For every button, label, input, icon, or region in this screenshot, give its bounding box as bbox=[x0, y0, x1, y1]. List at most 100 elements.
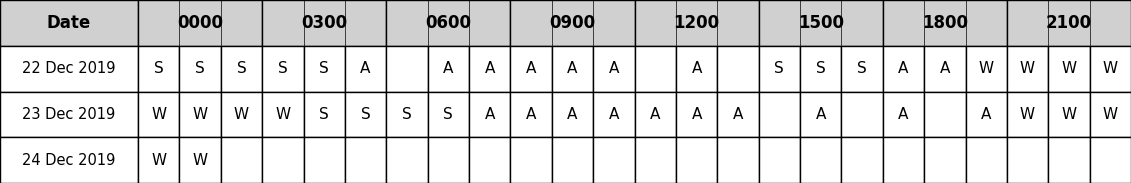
Bar bbox=[1048, 137, 1089, 183]
Bar bbox=[883, 0, 1007, 46]
Text: A: A bbox=[526, 107, 536, 122]
Text: 23 Dec 2019: 23 Dec 2019 bbox=[23, 107, 115, 122]
Bar bbox=[303, 92, 345, 137]
Bar bbox=[759, 46, 800, 92]
Bar bbox=[634, 46, 676, 92]
Bar bbox=[676, 92, 717, 137]
Bar bbox=[759, 137, 800, 183]
Bar bbox=[717, 137, 759, 183]
Text: W: W bbox=[192, 107, 208, 122]
Text: A: A bbox=[484, 107, 495, 122]
Text: W: W bbox=[1061, 61, 1077, 76]
Text: S: S bbox=[857, 61, 867, 76]
Text: W: W bbox=[192, 153, 208, 168]
Bar bbox=[221, 46, 262, 92]
Bar bbox=[552, 137, 593, 183]
Text: A: A bbox=[650, 107, 661, 122]
Text: A: A bbox=[568, 61, 578, 76]
Bar bbox=[1089, 92, 1131, 137]
Bar bbox=[262, 46, 303, 92]
Bar bbox=[841, 46, 883, 92]
Text: W: W bbox=[1020, 61, 1035, 76]
Bar bbox=[138, 92, 180, 137]
Bar bbox=[510, 0, 634, 46]
Bar bbox=[510, 92, 552, 137]
Text: W: W bbox=[275, 107, 291, 122]
Text: A: A bbox=[526, 61, 536, 76]
Bar bbox=[221, 137, 262, 183]
Bar bbox=[469, 92, 510, 137]
Bar bbox=[593, 137, 634, 183]
Text: W: W bbox=[1061, 107, 1077, 122]
Bar bbox=[0, 46, 138, 92]
Text: S: S bbox=[236, 61, 247, 76]
Bar bbox=[1048, 92, 1089, 137]
Text: A: A bbox=[733, 107, 743, 122]
Text: 0600: 0600 bbox=[425, 14, 472, 32]
Bar bbox=[428, 92, 469, 137]
Text: A: A bbox=[691, 107, 701, 122]
Bar bbox=[676, 46, 717, 92]
Bar bbox=[800, 137, 841, 183]
Bar bbox=[800, 46, 841, 92]
Text: W: W bbox=[1020, 107, 1035, 122]
Bar bbox=[469, 46, 510, 92]
Bar bbox=[966, 137, 1007, 183]
Bar bbox=[634, 137, 676, 183]
Bar bbox=[138, 137, 180, 183]
Text: A: A bbox=[898, 61, 908, 76]
Bar bbox=[345, 137, 387, 183]
Text: 1800: 1800 bbox=[922, 14, 968, 32]
Bar bbox=[1089, 137, 1131, 183]
Text: S: S bbox=[402, 107, 412, 122]
Bar bbox=[1007, 92, 1048, 137]
Text: W: W bbox=[1103, 107, 1117, 122]
Bar bbox=[966, 92, 1007, 137]
Text: A: A bbox=[568, 107, 578, 122]
Bar bbox=[510, 46, 552, 92]
Bar bbox=[717, 46, 759, 92]
Bar bbox=[1007, 137, 1048, 183]
Text: S: S bbox=[196, 61, 205, 76]
Bar bbox=[138, 0, 262, 46]
Text: S: S bbox=[319, 61, 329, 76]
Text: W: W bbox=[152, 153, 166, 168]
Bar bbox=[0, 137, 138, 183]
Bar bbox=[0, 0, 138, 46]
Bar bbox=[345, 46, 387, 92]
Bar bbox=[676, 137, 717, 183]
Bar bbox=[759, 92, 800, 137]
Bar bbox=[510, 137, 552, 183]
Text: 0000: 0000 bbox=[178, 14, 223, 32]
Text: A: A bbox=[361, 61, 371, 76]
Text: W: W bbox=[152, 107, 166, 122]
Text: S: S bbox=[154, 61, 164, 76]
Bar bbox=[387, 137, 428, 183]
Text: S: S bbox=[278, 61, 287, 76]
Text: A: A bbox=[608, 107, 619, 122]
Bar bbox=[387, 0, 510, 46]
Bar bbox=[841, 92, 883, 137]
Text: A: A bbox=[691, 61, 701, 76]
Bar bbox=[0, 92, 138, 137]
Text: W: W bbox=[234, 107, 249, 122]
Bar bbox=[841, 137, 883, 183]
Bar bbox=[387, 92, 428, 137]
Text: Date: Date bbox=[46, 14, 92, 32]
Bar bbox=[180, 137, 221, 183]
Bar bbox=[593, 92, 634, 137]
Text: A: A bbox=[608, 61, 619, 76]
Text: 1200: 1200 bbox=[673, 14, 719, 32]
Bar bbox=[1007, 0, 1131, 46]
Bar bbox=[1007, 46, 1048, 92]
Text: 0900: 0900 bbox=[550, 14, 596, 32]
Bar bbox=[552, 92, 593, 137]
Bar bbox=[883, 46, 924, 92]
Text: S: S bbox=[775, 61, 784, 76]
Bar bbox=[387, 46, 428, 92]
Bar bbox=[469, 137, 510, 183]
Bar bbox=[180, 46, 221, 92]
Text: S: S bbox=[319, 107, 329, 122]
Text: 24 Dec 2019: 24 Dec 2019 bbox=[23, 153, 115, 168]
Bar bbox=[593, 46, 634, 92]
